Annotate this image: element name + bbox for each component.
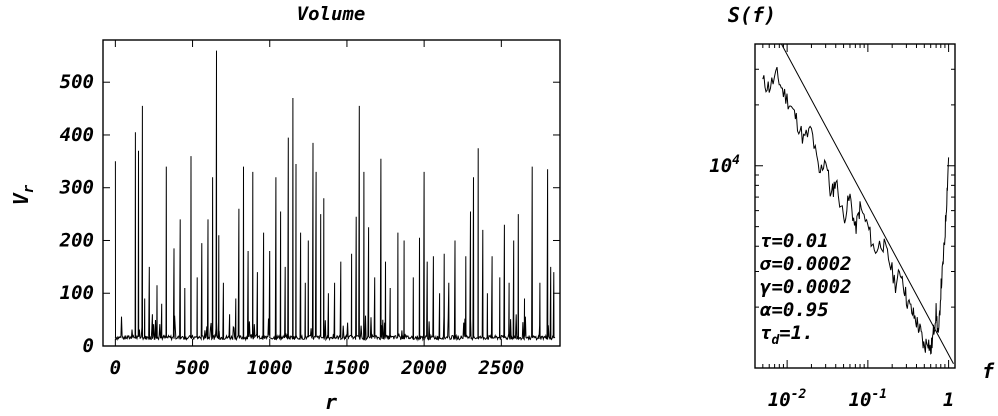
parameter-value: =0.0002 bbox=[771, 253, 851, 275]
spectrum-parameter-label: α=0.95 bbox=[760, 299, 829, 321]
volume-ticks: 0 500 1000 1500 2000 2500 0 100 200 300 400 500 bbox=[59, 40, 560, 379]
parameter-symbol: σ bbox=[759, 253, 772, 275]
volume-plot-frame bbox=[102, 39, 561, 347]
volume-panel: Volume 0 500 1000 1500 2000 2500 0 100 200 300 400… bbox=[9, 3, 561, 414]
volume-x-tick-label: 1500 bbox=[324, 357, 370, 379]
spectrum-parameter-label: σ=0.0002 bbox=[759, 253, 852, 275]
tick-label-base: 10 bbox=[768, 389, 791, 411]
volume-y-label-base: V bbox=[9, 192, 33, 205]
volume-y-tick-label: 500 bbox=[60, 71, 94, 93]
spectrum-series-line bbox=[762, 66, 950, 355]
parameter-value: =1. bbox=[779, 322, 813, 344]
volume-series-line bbox=[114, 50, 556, 342]
tick-label-base: 10 bbox=[709, 155, 732, 177]
parameter-value: =0.95 bbox=[771, 299, 828, 321]
parameter-symbol: α bbox=[760, 299, 772, 321]
volume-x-tick-label: 2500 bbox=[477, 357, 524, 379]
spectrum-y-tick-label: 104 bbox=[709, 153, 740, 177]
parameter-value: =0.01 bbox=[771, 230, 828, 252]
volume-y-tick-label: 300 bbox=[59, 177, 94, 199]
tick-label-base: 1 bbox=[943, 389, 954, 411]
tick-label-exponent: -2 bbox=[791, 387, 807, 402]
spectrum-parameter-label: γ=0.0002 bbox=[760, 276, 852, 298]
parameter-subscript: d bbox=[771, 333, 780, 348]
volume-x-tick-label: 1000 bbox=[247, 357, 293, 379]
spectrum-x-label: f bbox=[982, 359, 995, 383]
parameter-symbol: τ bbox=[760, 322, 772, 344]
volume-y-label: Vr bbox=[9, 184, 37, 205]
tick-label-base: 10 bbox=[849, 389, 872, 411]
parameter-value: =0.0002 bbox=[771, 276, 851, 298]
volume-y-tick-label: 100 bbox=[60, 282, 94, 304]
spectrum-parameter-label: τd=1. bbox=[760, 322, 814, 348]
spectrum-parameter-label: τ=0.01 bbox=[760, 230, 829, 252]
tick-label-exponent: -1 bbox=[871, 387, 887, 402]
spectrum-fit-line bbox=[780, 43, 954, 364]
volume-x-tick-label: 2000 bbox=[400, 357, 447, 379]
volume-y-tick-label: 400 bbox=[60, 124, 94, 146]
parameter-symbol: γ bbox=[760, 276, 772, 298]
volume-x-label: r bbox=[325, 390, 337, 414]
spectrum-x-tick-label: 1 bbox=[943, 389, 954, 411]
volume-y-tick-label: 200 bbox=[59, 229, 94, 251]
tick-label-exponent: 4 bbox=[732, 153, 740, 168]
volume-y-tick-label: 0 bbox=[83, 335, 94, 357]
parameter-symbol: τ bbox=[760, 230, 772, 252]
volume-x-tick-label: 0 bbox=[110, 357, 121, 379]
volume-title: Volume bbox=[297, 3, 366, 25]
spectrum-x-tick-label: 10-2 bbox=[768, 387, 807, 411]
volume-y-label-sub: r bbox=[21, 184, 37, 193]
spectrum-x-tick-label: 10-1 bbox=[849, 387, 888, 411]
volume-x-tick-label: 500 bbox=[175, 357, 209, 379]
spectrum-y-label: S(f) bbox=[728, 3, 776, 27]
